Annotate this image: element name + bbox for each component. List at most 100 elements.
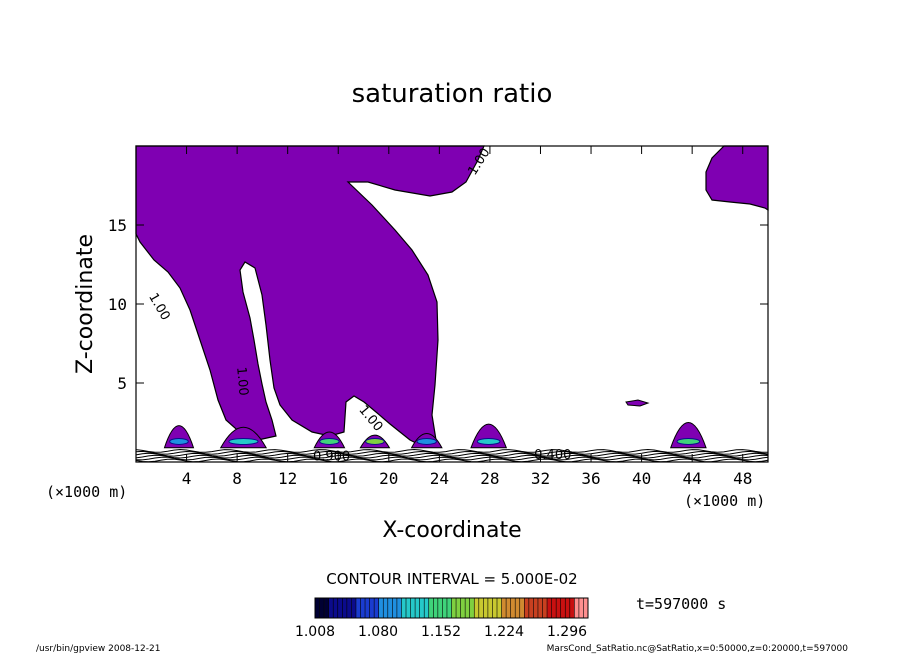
contour-interval: CONTOUR INTERVAL = 5.000E-02 [326, 570, 577, 588]
colorbar-stripe [346, 598, 352, 618]
colorbar-stripe [415, 598, 420, 618]
colorbar-stripe [392, 598, 397, 618]
colorbar-stripe [478, 598, 484, 618]
x-tick-label: 16 [329, 469, 348, 488]
saturated-region-right-top [705, 145, 769, 212]
colorbar-tick-label: 1.224 [484, 624, 524, 640]
colorbar-stripe [510, 598, 516, 618]
colorbar-stripe [319, 598, 325, 618]
x-tick-label: 44 [683, 469, 702, 488]
x-tick-label: 8 [232, 469, 242, 488]
surface-contour [135, 454, 769, 459]
y-tick-label: 15 [108, 216, 127, 235]
x-tick-label: 36 [581, 469, 600, 488]
bump-core [365, 437, 385, 445]
x-axis: 4 8 12 16 20 24 28 32 36 40 44 48 [182, 146, 752, 488]
colorbar-stripe [351, 598, 356, 618]
y-unit-label: (×1000 m) [46, 483, 127, 501]
chart-title: saturation ratio [352, 79, 553, 109]
colorbar-stripe [533, 598, 538, 618]
colorbar-stripe [342, 598, 347, 618]
colorbar-tick-label: 1.296 [547, 624, 587, 640]
colorbar-stripe [574, 598, 579, 618]
colorbar-stripe [492, 598, 497, 618]
y-tick-label: 10 [108, 295, 127, 314]
surface-contour-lines [135, 448, 769, 463]
bump-core [476, 437, 501, 445]
surface-contour [135, 456, 769, 461]
x-unit-label: (×1000 m) [684, 492, 765, 510]
colorbar-stripe [519, 598, 525, 618]
colorbar-stripe [401, 598, 406, 618]
colorbar-stripe [474, 598, 479, 618]
y-axis: 5 10 15 [108, 216, 768, 393]
x-tick-label: 48 [733, 469, 752, 488]
colorbar-stripe [547, 598, 552, 618]
colorbar-stripe [578, 598, 584, 618]
x-axis-title: X-coordinate [382, 518, 521, 543]
contour-label: 0.400 [534, 448, 571, 463]
saturated-region-blob [625, 399, 650, 407]
colorbar-stripe [456, 598, 461, 618]
colorbar-stripe [565, 598, 570, 618]
colorbar-stripe [337, 598, 343, 618]
colorbar-stripe [451, 598, 457, 618]
bump-core [676, 437, 701, 445]
colorbar-stripe [328, 598, 334, 618]
colorbar-stripe [515, 598, 520, 618]
y-tick-label: 5 [117, 374, 127, 393]
colorbar-stripe [524, 598, 529, 618]
colorbar-stripe [528, 598, 534, 618]
colorbar-stripe [551, 598, 557, 618]
colorbar-stripe [383, 598, 388, 618]
colorbar-tick-label: 1.152 [421, 624, 461, 640]
x-tick-label: 12 [278, 469, 297, 488]
bump-core [416, 437, 437, 445]
colorbar-stripe [315, 598, 320, 618]
colorbar-stripe [556, 598, 561, 618]
colorbar [314, 598, 588, 618]
colorbar-stripe [560, 598, 566, 618]
bump-core [319, 437, 340, 445]
bump-core [169, 437, 189, 445]
saturated-region-main [135, 145, 485, 446]
colorbar-stripe [374, 598, 379, 618]
x-tick-label: 24 [430, 469, 449, 488]
x-tick-label: 28 [480, 469, 499, 488]
colorbar-stripe [355, 598, 361, 618]
colorbar-stripe [396, 598, 402, 618]
colorbar-stripe [460, 598, 466, 618]
colorbar-tick-label: 1.080 [358, 624, 398, 640]
colorbar-stripe [419, 598, 425, 618]
colorbar-tick-label: 1.008 [295, 624, 335, 640]
colorbar-stripe [583, 598, 588, 618]
colorbar-stripe [410, 598, 416, 618]
colorbar-stripe [497, 598, 502, 618]
y-axis-title: Z-coordinate [73, 234, 98, 374]
colorbar-stripe [446, 598, 452, 618]
colorbar-stripe [387, 598, 393, 618]
colorbar-stripe [360, 598, 366, 618]
bump-core [228, 437, 259, 445]
surface-bumps [163, 422, 707, 449]
colorbar-stripe [506, 598, 511, 618]
colorbar-stripe [537, 598, 543, 618]
colorbar-stripe [465, 598, 470, 618]
footer-left: /usr/bin/gpview 2008-12-21 [36, 644, 160, 654]
x-tick-label: 40 [632, 469, 651, 488]
footer-right: MarsCond_SatRatio.nc@SatRatio,x=0:50000,… [547, 644, 849, 654]
colorbar-stripe [542, 598, 548, 618]
colorbar-stripe [487, 598, 493, 618]
plot-area: 1.001.001.001.000.900 0.400 [135, 145, 769, 464]
colorbar-stripe [501, 598, 507, 618]
colorbar-stripe [469, 598, 475, 618]
x-tick-label: 32 [531, 469, 550, 488]
colorbar-stripe [333, 598, 338, 618]
colorbar-stripe [569, 598, 575, 618]
contour-label: 0.900 [313, 449, 350, 464]
colorbar-stripe [324, 598, 329, 618]
colorbar-stripe [442, 598, 447, 618]
surface-contour [135, 448, 768, 453]
colorbar-stripe [433, 598, 438, 618]
